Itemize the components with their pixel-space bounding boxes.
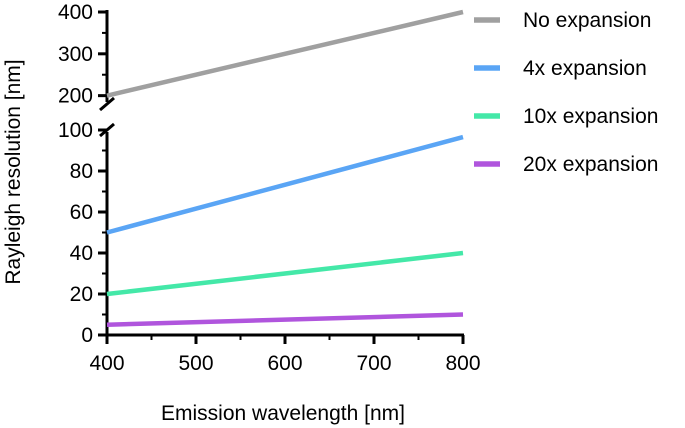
legend: No expansion 4x expansion 10x expansion 20x…	[474, 9, 658, 176]
y-tick-label: 0	[81, 324, 93, 347]
series-line-4x-expansion	[106, 134, 464, 235]
series-lines	[106, 9, 464, 327]
y-tick-label: 20	[70, 283, 93, 306]
y-tick-label: 300	[58, 43, 93, 66]
legend-label: 4x expansion	[523, 57, 647, 80]
x-axis-label: Emission wavelength [nm]	[161, 402, 405, 425]
y-tick-label: 60	[70, 201, 93, 224]
axes: 400 500 600 700 800 0 20 40 60 80 100 200 300 400	[58, 1, 481, 375]
series-line-no-expansion	[106, 9, 464, 98]
series-line-10x-expansion	[106, 250, 464, 297]
y-tick-label: 200	[58, 85, 93, 108]
legend-label: 20x expansion	[523, 153, 658, 176]
y-axis-break-mark-upper	[99, 96, 115, 112]
y-axis-label: Rayleigh resolution [nm]	[2, 59, 25, 284]
y-tick-label: 80	[70, 160, 93, 183]
legend-label: No expansion	[523, 9, 651, 32]
y-tick-label: 400	[58, 1, 93, 24]
x-tick-label: 700	[356, 352, 391, 375]
x-tick-label: 500	[178, 352, 213, 375]
x-tick-label: 600	[267, 352, 302, 375]
x-tick-label: 400	[89, 352, 124, 375]
series-line-20x-expansion	[106, 312, 464, 327]
legend-label: 10x expansion	[523, 105, 658, 128]
y-tick-label: 100	[58, 119, 93, 142]
y-tick-label: 40	[70, 242, 93, 265]
x-tick-label: 800	[445, 352, 480, 375]
